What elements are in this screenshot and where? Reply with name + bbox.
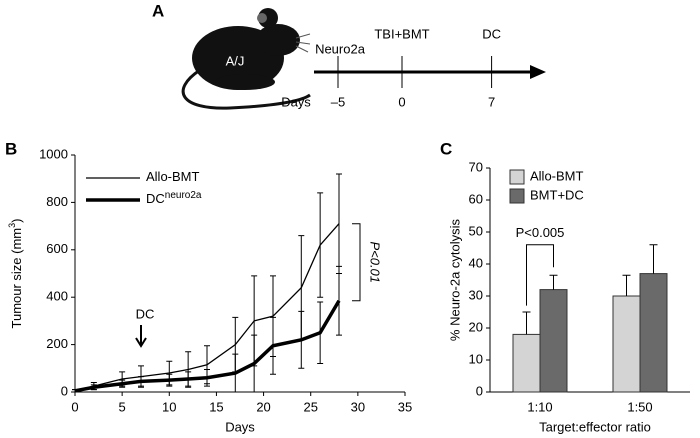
x-axis-label: Target:effector ratio: [539, 419, 651, 434]
y-tick-label: 0: [476, 383, 483, 398]
x-tick-label: 20: [256, 399, 270, 414]
x-tick-label: 30: [351, 399, 365, 414]
legend-label: DCneuro2a: [146, 190, 202, 207]
timeline-axis-label: Days: [281, 94, 311, 109]
error-bar: [622, 274, 631, 296]
annotation: P<0.005: [516, 225, 565, 240]
y-tick-label: 50: [469, 223, 483, 238]
y-axis-label-part: ): [9, 219, 24, 223]
y-axis-label-part: Tumour size (mm: [9, 228, 24, 329]
error-bar: [649, 244, 658, 274]
panel-label: A: [152, 1, 164, 20]
y-tick-label: 10: [469, 351, 483, 366]
y-tick-label: 30: [469, 287, 483, 302]
mouse-illustration: [181, 8, 311, 110]
timeline-tick-label: –5: [331, 94, 345, 109]
y-tick-label: 400: [46, 289, 68, 304]
y-axis-label: % Neuro-2a cytolysis: [447, 218, 462, 341]
bar: [639, 273, 668, 393]
x-tick-label: 5: [119, 399, 126, 414]
y-tick-label: 600: [46, 241, 68, 256]
legend-name: DC: [146, 191, 165, 206]
series-line: [74, 299, 341, 393]
timeline-tick-label: 7: [488, 94, 495, 109]
y-tick-label: 60: [469, 191, 483, 206]
y-axis-label-part: 3: [7, 223, 17, 228]
x-tick-label: 1:10: [527, 399, 552, 414]
timeline-event: DC: [482, 26, 501, 41]
legend-name-sup: neuro2a: [165, 190, 202, 201]
annotation: P<0.01: [368, 241, 383, 283]
bar: [539, 289, 568, 393]
y-tick-label: 1000: [39, 146, 68, 161]
mouse-label: A/J: [226, 53, 245, 68]
y-tick-label: 20: [469, 319, 483, 334]
legend-swatch: [509, 188, 525, 204]
x-tick-label: 25: [303, 399, 317, 414]
annotation-bracket: [352, 223, 361, 302]
timeline-event: Neuro2a: [315, 41, 366, 56]
legend-label: Allo-BMT: [146, 169, 200, 184]
x-tick-label: 35: [398, 399, 412, 414]
timeline-tick-label: 0: [398, 94, 405, 109]
annotation-bracket: [526, 244, 554, 306]
legend-label: Allo-BMT: [530, 168, 584, 183]
x-tick-label: 0: [71, 399, 78, 414]
legend-swatch: [509, 169, 525, 185]
x-tick-label: 1:50: [627, 399, 652, 414]
bar: [512, 333, 541, 393]
error-bar: [549, 274, 558, 290]
bar: [612, 295, 641, 393]
annotation-arrow: [135, 325, 147, 348]
annotation: DC: [136, 306, 155, 321]
y-tick-label: 70: [469, 159, 483, 174]
y-tick-label: 200: [46, 336, 68, 351]
legend-label: BMT+DC: [530, 187, 584, 202]
x-axis-label: Days: [225, 419, 255, 434]
y-axis-label: Tumour size (mm3): [7, 219, 24, 329]
error-bar: [522, 311, 531, 335]
legend-name: Allo-BMT: [146, 169, 200, 184]
x-tick-label: 15: [209, 399, 223, 414]
timeline-arrowhead: [530, 65, 546, 79]
series-line: [74, 223, 340, 392]
panel-label: C: [440, 139, 452, 158]
y-tick-label: 0: [61, 383, 68, 398]
timeline-event: TBI+BMT: [374, 26, 429, 41]
x-tick-label: 10: [162, 399, 176, 414]
y-tick-label: 800: [46, 194, 68, 209]
panel-label: B: [5, 139, 17, 158]
y-tick-label: 40: [469, 255, 483, 270]
